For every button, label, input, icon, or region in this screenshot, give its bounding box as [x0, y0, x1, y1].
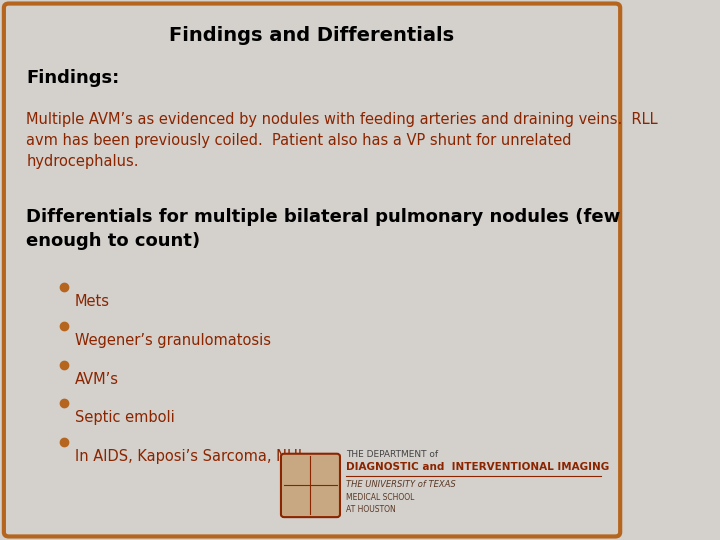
Text: MEDICAL SCHOOL
AT HOUSTON: MEDICAL SCHOOL AT HOUSTON: [346, 493, 415, 515]
Text: Differentials for multiple bilateral pulmonary nodules (few
enough to count): Differentials for multiple bilateral pul…: [26, 208, 621, 250]
Text: AVM’s: AVM’s: [75, 372, 119, 387]
Text: THE DEPARTMENT of: THE DEPARTMENT of: [346, 450, 438, 459]
Text: Multiple AVM’s as evidenced by nodules with feeding arteries and draining veins.: Multiple AVM’s as evidenced by nodules w…: [26, 112, 658, 168]
Text: THE UNIVERSITY of TEXAS: THE UNIVERSITY of TEXAS: [346, 480, 456, 489]
FancyBboxPatch shape: [281, 454, 340, 517]
FancyBboxPatch shape: [4, 4, 620, 536]
Text: Mets: Mets: [75, 294, 109, 309]
Text: In AIDS, Kaposi’s Sarcoma, NHL: In AIDS, Kaposi’s Sarcoma, NHL: [75, 449, 305, 464]
Text: DIAGNOSTIC and  INTERVENTIONAL IMAGING: DIAGNOSTIC and INTERVENTIONAL IMAGING: [346, 462, 609, 472]
Text: Septic emboli: Septic emboli: [75, 410, 174, 425]
Text: Findings:: Findings:: [26, 69, 120, 86]
Text: Wegener’s granulomatosis: Wegener’s granulomatosis: [75, 333, 271, 348]
Text: Findings and Differentials: Findings and Differentials: [169, 25, 454, 45]
